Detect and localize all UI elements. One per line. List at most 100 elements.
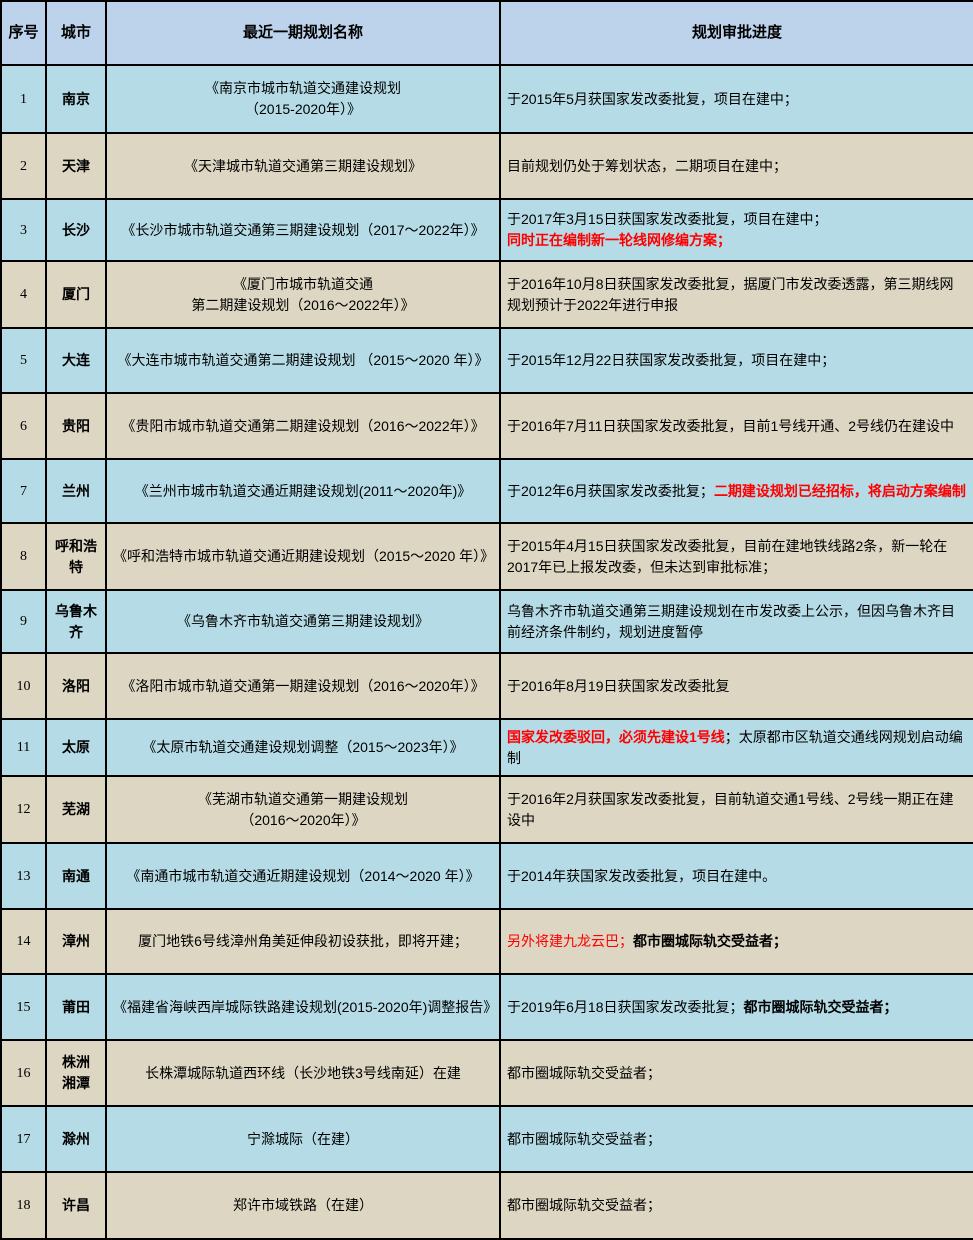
table-row: 3 长沙 《长沙市城市轨道交通第三期建设规划（2017～2022年）》 于2017年3… [0,198,973,262]
progress-cell: 目前规划仍处于筹划状态，二期项目在建中； [499,132,973,200]
progress-segment: 都市圈城际轨交受益者； [507,1197,661,1213]
plan-name-cell: 《太原市轨道交通建设规划调整（2015～2023年）》 [105,718,501,777]
index-cell: 18 [0,1171,47,1240]
table-row: 10 洛阳 《洛阳市城市轨道交通第一期建设规划（2016～2020年）》 于2016年… [0,652,973,720]
column-header-approval-progress: 规划审批进度 [499,0,973,66]
index-cell: 16 [0,1039,47,1107]
progress-segment: 于2014年获国家发改委批复，项目在建中。 [507,867,777,884]
plan-name-cell: 《芜湖市轨道交通第一期建设规划 （2016～2020年）》 [105,775,501,844]
table-row: 14 漳州 厦门地铁6号线漳州角美延伸段初设获批，即将开建； 另外将建九龙云巴；都市圈… [0,908,973,975]
index-cell: 5 [0,327,47,394]
progress-cell: 于2015年12月22日获国家发改委批复，项目在建中； [499,327,973,394]
index-cell: 3 [0,198,47,262]
progress-cell: 于2014年获国家发改委批复，项目在建中。 [499,842,973,910]
progress-cell: 都市圈城际轨交受益者； [499,1105,973,1173]
plan-name-cell: 《南京市城市轨道交通建设规划 （2015-2020年）》 [105,64,501,134]
column-header-index: 序号 [0,0,47,66]
index-cell: 17 [0,1105,47,1173]
city-cell: 太原 [45,718,107,777]
progress-segment: 另外将建九龙云巴； [507,933,633,949]
city-cell: 南通 [45,842,107,910]
progress-cell: 于2015年5月获国家发改委批复，项目在建中； [499,64,973,134]
progress-cell: 都市圈城际轨交受益者； [499,1171,973,1240]
progress-segment: 于2016年8月19日获国家发改委批复 [507,677,730,694]
city-cell: 芜湖 [45,775,107,844]
city-cell: 厦门 [45,260,107,329]
progress-segment: 于2015年4月15日获国家发改委批复，目前在建地铁线路2条，新一轮在2017年… [507,537,948,575]
plan-name-cell: 《洛阳市城市轨道交通第一期建设规划（2016～2020年）》 [105,652,501,720]
city-cell: 呼和浩特 [45,522,107,591]
progress-segment: 同时正在编制新一轮线网修编方案； [507,232,731,248]
column-header-city: 城市 [45,0,107,66]
plan-name-cell: 《呼和浩特市城市轨道交通近期建设规划（2015～2020 年）》 [105,522,501,591]
index-cell: 13 [0,842,47,910]
plan-name-cell: 《兰州市城市轨道交通近期建设规划(2011～2020年)》 [105,458,501,524]
plan-name-cell: 《贵阳市城市轨道交通第二期建设规划（2016～2022年）》 [105,392,501,460]
index-cell: 11 [0,718,47,777]
plan-name-cell: 《大连市城市轨道交通第二期建设规划 （2015～2020 年）》 [105,327,501,394]
plan-name-cell: 长株潭城际轨道西环线（长沙地铁3号线南延）在建 [105,1039,501,1107]
city-cell: 株洲 湘潭 [45,1039,107,1107]
table-row: 7 兰州 《兰州市城市轨道交通近期建设规划(2011～2020年)》 于2012年6月… [0,458,973,524]
table-body: 1 南京 《南京市城市轨道交通建设规划 （2015-2020年）》 于2015年5月获国… [0,64,973,1240]
city-cell: 洛阳 [45,652,107,720]
table-row: 15 莆田 《福建省海峡西岸城际铁路建设规划(2015-2020年)调整报告》 于20… [0,973,973,1041]
index-cell: 8 [0,522,47,591]
table-row: 6 贵阳 《贵阳市城市轨道交通第二期建设规划（2016～2022年）》 于2016年7… [0,392,973,460]
progress-cell: 于2015年4月15日获国家发改委批复，目前在建地铁线路2条，新一轮在2017年… [499,522,973,591]
plan-name-cell: 《长沙市城市轨道交通第三期建设规划（2017～2022年）》 [105,198,501,262]
table-row: 1 南京 《南京市城市轨道交通建设规划 （2015-2020年）》 于2015年5月获国… [0,64,973,134]
progress-segment: 二期建设规划已经招标，将启动方案编制 [713,482,966,499]
table-row: 12 芜湖 《芜湖市轨道交通第一期建设规划 （2016～2020年）》 于2016年2月… [0,775,973,844]
table-row: 17 滁州 宁滁城际（在建） 都市圈城际轨交受益者； [0,1105,973,1173]
table-row: 8 呼和浩特《呼和浩特市城市轨道交通近期建设规划（2015～2020 年）》 于20… [0,522,973,591]
progress-segment: 都市圈城际轨交受益者； [507,1130,661,1147]
progress-cell: 于2012年6月获国家发改委批复；二期建设规划已经招标，将启动方案编制 [499,458,973,524]
header-row: 序号 城市 最近一期规划名称 规划审批进度 [0,0,973,66]
progress-segment: 于2015年12月22日获国家发改委批复，项目在建中； [507,352,836,368]
progress-segment: 于2015年5月获国家发改委批复，项目在建中； [507,90,798,107]
progress-cell: 于2016年7月11日获国家发改委批复，目前1号线开通、2号线仍在建设中 [499,392,973,460]
index-cell: 15 [0,973,47,1041]
index-cell: 6 [0,392,47,460]
progress-cell: 国家发改委驳回，必须先建设1号线；太原都市区轨道交通线网规划启动编制 [499,718,973,777]
city-cell: 漳州 [45,908,107,975]
index-cell: 1 [0,64,47,134]
progress-cell: 于2019年6月18日获国家发改委批复；都市圈城际轨交受益者； [499,973,973,1041]
progress-segment: ；太原都市区轨道交通线网规划启动编制 [507,728,963,766]
table-row: 13 南通 《南通市城市轨道交通近期建设规划（2014～2020 年）》 于2014年… [0,842,973,910]
table-row: 18 许昌 郑许市域铁路（在建） 都市圈城际轨交受益者； [0,1171,973,1240]
city-cell: 大连 [45,327,107,394]
progress-segment: 于2016年2月获国家发改委批复，目前轨道交通1号线、2号线一期正在建设中 [507,790,954,828]
plan-name-cell: 《福建省海峡西岸城际铁路建设规划(2015-2020年)调整报告》 [105,973,501,1041]
progress-cell: 都市圈城际轨交受益者； [499,1039,973,1107]
city-cell: 长沙 [45,198,107,262]
plan-name-cell: 郑许市域铁路（在建） [105,1171,501,1240]
column-header-plan-name: 最近一期规划名称 [105,0,501,66]
city-cell: 天津 [45,132,107,200]
progress-cell: 于2017年3月15日获国家发改委批复，项目在建中； 同时正在编制新一轮线网修编方… [499,198,973,262]
progress-segment: 于2016年7月11日获国家发改委批复，目前1号线开通、2号线仍在建设中 [507,417,955,434]
index-cell: 7 [0,458,47,524]
city-cell: 南京 [45,64,107,134]
progress-cell: 乌鲁木齐市轨道交通第三期建设规划在市发改委上公示，但因乌鲁木齐目前经济条件制约，… [499,589,973,654]
progress-segment: 都市圈城际轨交受益者； [507,1064,661,1081]
progress-cell: 于2016年2月获国家发改委批复，目前轨道交通1号线、2号线一期正在建设中 [499,775,973,844]
progress-cell: 于2016年10月8日获国家发改委批复，据厦门市发改委透露，第三期线网规划预计于… [499,260,973,329]
index-cell: 9 [0,589,47,654]
city-cell: 莆田 [45,973,107,1041]
progress-segment: 于2016年10月8日获国家发改委批复，据厦门市发改委透露，第三期线网规划预计于… [507,275,954,313]
progress-segment: 国家发改委驳回，必须先建设1号线 [507,728,725,745]
city-cell: 许昌 [45,1171,107,1240]
table-row: 4 厦门 《厦门市城市轨道交通 第二期建设规划（2016～2022年）》 于2016年1… [0,260,973,329]
index-cell: 12 [0,775,47,844]
plan-name-cell: 《乌鲁木齐市轨道交通第三期建设规划》 [105,589,501,654]
plan-name-cell: 《南通市城市轨道交通近期建设规划（2014～2020 年）》 [105,842,501,910]
table-row: 2 天津 《天津城市轨道交通第三期建设规划》 目前规划仍处于筹划状态，二期项目在建中； [0,132,973,200]
progress-segment: 于2012年6月获国家发改委批复； [507,482,714,499]
index-cell: 14 [0,908,47,975]
table-row: 9 乌鲁木齐《乌鲁木齐市轨道交通第三期建设规划》 乌鲁木齐市轨道交通第三期建设规划在… [0,589,973,654]
progress-cell: 另外将建九龙云巴；都市圈城际轨交受益者； [499,908,973,975]
city-cell: 兰州 [45,458,107,524]
